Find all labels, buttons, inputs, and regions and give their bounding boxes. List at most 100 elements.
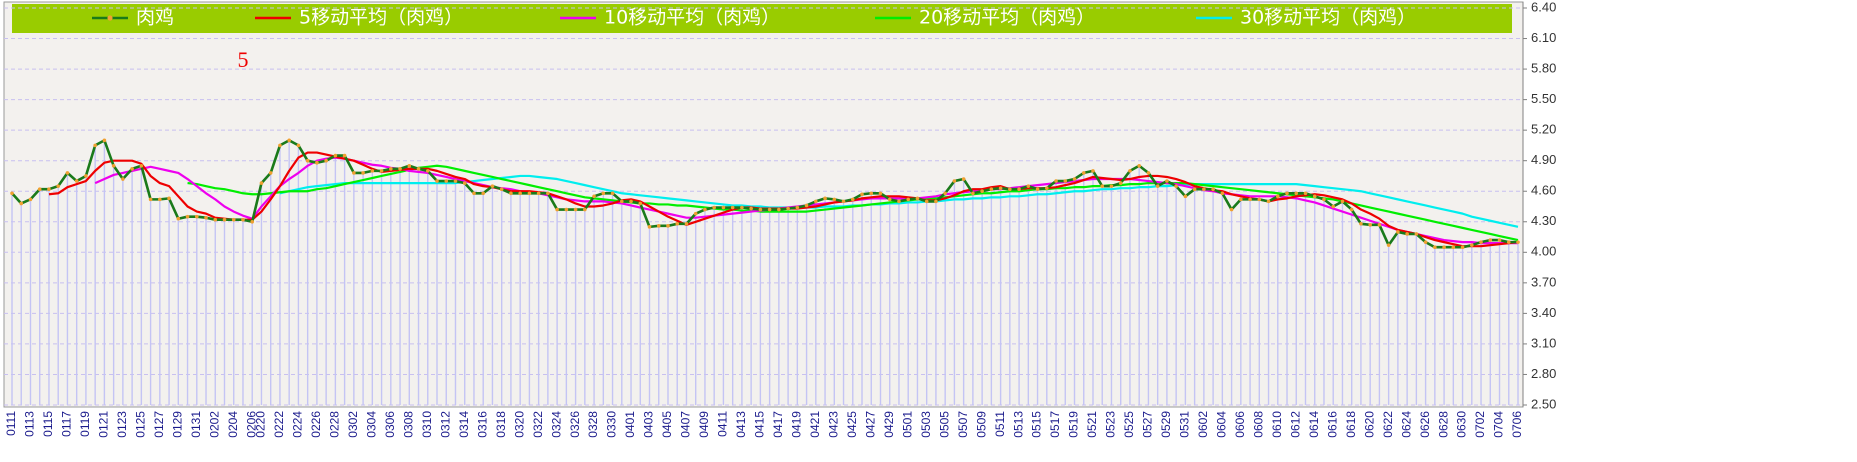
- marker: [47, 187, 51, 191]
- marker: [241, 217, 245, 222]
- marker: [601, 191, 606, 196]
- marker: [1423, 240, 1428, 244]
- x-tick-label: 0421: [808, 411, 822, 438]
- marker: [342, 153, 347, 158]
- x-tick-label: 0624: [1399, 411, 1413, 438]
- marker: [583, 207, 587, 212]
- drop-lines: [11, 140, 1519, 405]
- marker: [971, 191, 975, 196]
- legend-marker: [107, 15, 113, 21]
- marker: [1174, 184, 1178, 188]
- marker: [998, 186, 1003, 190]
- marker: [56, 184, 60, 188]
- marker: [823, 196, 827, 201]
- marker: [1396, 230, 1400, 234]
- marker: [1414, 232, 1419, 236]
- y-tick-label: 3.70: [1531, 274, 1556, 289]
- x-tick-label: 0608: [1251, 411, 1265, 438]
- marker: [315, 160, 319, 165]
- x-tick-label: 0604: [1215, 411, 1229, 438]
- x-tick-label: 0525: [1122, 411, 1136, 438]
- marker: [1035, 187, 1040, 191]
- marker: [490, 184, 495, 188]
- marker: [1183, 194, 1188, 199]
- marker: [1359, 222, 1363, 226]
- marker: [804, 203, 809, 208]
- marker: [1192, 187, 1197, 191]
- x-tick-label: 0529: [1159, 411, 1173, 438]
- x-tick-label: 0515: [1030, 411, 1044, 438]
- x-tick-label: 0413: [734, 411, 748, 438]
- marker: [1248, 197, 1252, 202]
- marker: [93, 143, 97, 148]
- marker: [1340, 199, 1345, 204]
- marker: [472, 191, 476, 196]
- marker: [305, 158, 310, 163]
- x-tick-label: 0411: [716, 411, 730, 437]
- marker: [675, 222, 680, 226]
- marker: [786, 206, 790, 211]
- marker: [398, 167, 402, 171]
- x-tick-label: 0702: [1473, 411, 1487, 438]
- marker: [1368, 223, 1372, 227]
- x-tick-label: 0222: [272, 411, 286, 438]
- x-tick-label: 0318: [494, 411, 508, 438]
- marker: [222, 217, 227, 222]
- x-tick-label: 0204: [226, 411, 240, 438]
- marker: [1470, 243, 1474, 247]
- marker: [860, 192, 864, 197]
- x-tick-label: 0614: [1307, 411, 1321, 438]
- x-tick-label: 0401: [623, 411, 637, 438]
- marker: [1488, 238, 1493, 242]
- marker: [850, 197, 855, 202]
- y-tick-label: 5.50: [1531, 91, 1556, 106]
- marker: [1118, 181, 1123, 185]
- marker: [934, 199, 938, 204]
- marker: [28, 197, 33, 202]
- marker: [213, 217, 218, 222]
- x-tick-label: 0415: [753, 411, 767, 438]
- x-tick-label: 0706: [1510, 411, 1524, 438]
- marker: [1285, 191, 1289, 196]
- marker: [250, 219, 255, 224]
- marker: [435, 179, 439, 183]
- marker: [1433, 245, 1437, 250]
- marker: [1331, 204, 1336, 209]
- x-tick-label: 0501: [900, 411, 914, 438]
- marker: [647, 225, 652, 229]
- marker: [74, 179, 79, 183]
- marker: [703, 207, 707, 212]
- x-tick-label: 0403: [642, 411, 656, 438]
- marker: [1266, 199, 1271, 204]
- y-tick-label: 6.40: [1531, 0, 1556, 14]
- marker: [379, 169, 384, 173]
- lines: [10, 138, 1520, 250]
- marker: [767, 207, 772, 212]
- x-tick-label: 0224: [291, 411, 305, 438]
- marker: [952, 179, 957, 183]
- marker: [610, 191, 615, 196]
- x-tick-label: 0220: [254, 411, 268, 438]
- x-tick-label: 0123: [115, 411, 129, 438]
- y-tick-label: 4.90: [1531, 152, 1556, 167]
- x-tick-label: 0517: [1048, 411, 1062, 438]
- marker: [324, 158, 328, 163]
- y-tick-label: 4.60: [1531, 183, 1556, 198]
- marker: [518, 191, 522, 196]
- annotation: 5: [238, 47, 249, 72]
- marker: [158, 197, 162, 202]
- marker: [1229, 207, 1234, 212]
- marker: [749, 206, 753, 211]
- marker: [462, 181, 467, 185]
- marker: [546, 191, 550, 196]
- marker: [194, 214, 199, 219]
- x-tick-label: 0626: [1418, 411, 1432, 438]
- marker: [204, 215, 208, 220]
- marker: [407, 163, 412, 168]
- x-tick-label: 0111: [4, 411, 18, 436]
- marker: [361, 171, 365, 175]
- x-tick-label: 0328: [586, 411, 600, 438]
- x-tick-label: 0310: [420, 411, 434, 438]
- x-tick-label: 0423: [826, 411, 840, 438]
